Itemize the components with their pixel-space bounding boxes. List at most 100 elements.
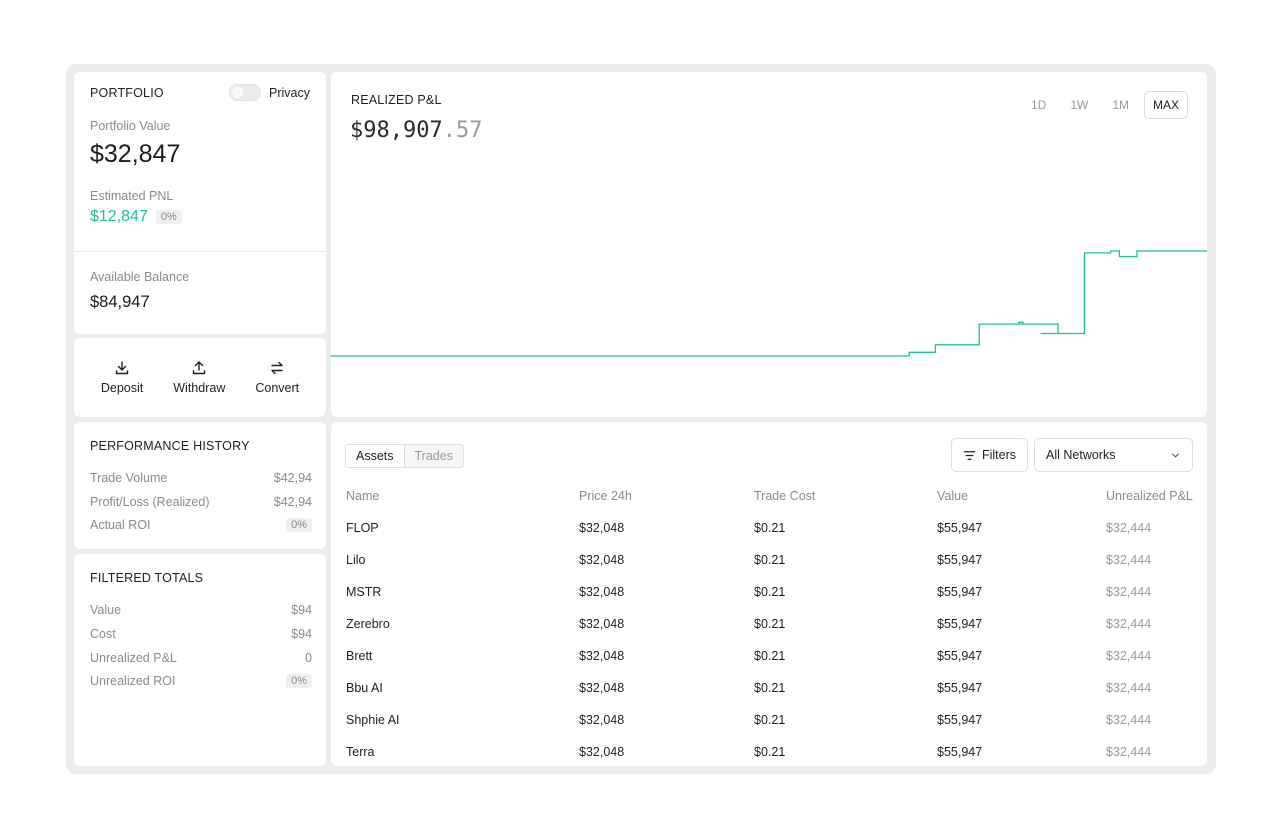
trade-volume-label: Trade Volume	[90, 471, 168, 485]
col-price-24h[interactable]: Price 24h	[579, 489, 632, 503]
portfolio-value: $32,847	[90, 140, 181, 168]
cell-name: Zerebro	[346, 617, 390, 631]
cell-name: MSTR	[346, 585, 382, 599]
cell-price-24h: $32,048	[579, 713, 625, 727]
portfolio-card: PORTFOLIO Privacy Portfolio Value $32,84…	[74, 72, 326, 334]
realized-pnl-title: REALIZED P&L	[351, 93, 442, 107]
convert-button[interactable]: Convert	[255, 360, 299, 417]
cell-trade-cost: $0.21	[754, 553, 786, 567]
table-row[interactable]: Lilo $32,048 $0.21 $55,947 $32,444	[346, 553, 1193, 573]
table-row[interactable]: Bbu AI $32,048 $0.21 $55,947 $32,444	[346, 681, 1193, 701]
range-1d[interactable]: 1D	[1030, 98, 1047, 112]
tab-trades[interactable]: Trades	[414, 449, 453, 463]
performance-history-card: PERFORMANCE HISTORY Trade Volume $42,94 …	[74, 422, 326, 549]
filters-button[interactable]: Filters	[951, 438, 1028, 472]
ft-value-label: Value	[90, 603, 122, 617]
col-unrealized-pl[interactable]: Unrealized P&L	[1106, 489, 1193, 503]
actual-roi-label: Actual ROI	[90, 518, 151, 532]
cell-trade-cost: $0.21	[754, 713, 786, 727]
privacy-label: Privacy	[269, 85, 310, 100]
upload-icon	[193, 361, 206, 375]
cell-unrealized-pl: $32,444	[1106, 585, 1152, 599]
table-row[interactable]: FLOP $32,048 $0.21 $55,947 $32,444	[346, 521, 1193, 541]
deposit-button[interactable]: Deposit	[101, 360, 143, 417]
ft-unrealized-roi-label: Unrealized ROI	[90, 674, 176, 688]
cell-unrealized-pl: $32,444	[1106, 745, 1152, 759]
cell-name: Lilo	[346, 553, 366, 567]
ft-value-value: $94	[291, 603, 312, 617]
cell-price-24h: $32,048	[579, 585, 625, 599]
available-balance-label: Available Balance	[90, 270, 190, 284]
realized-pnl-card: REALIZED P&L $98,907.57 1D 1W 1M MAX	[331, 72, 1207, 417]
cell-value: $55,947	[937, 681, 983, 695]
cell-unrealized-pl: $32,444	[1106, 649, 1152, 663]
cell-value: $55,947	[937, 617, 983, 631]
realized-pl-value: $42,94	[273, 495, 312, 509]
ft-cost-value: $94	[291, 627, 312, 641]
time-range-selector: 1D 1W 1M MAX	[1022, 91, 1188, 119]
range-1m[interactable]: 1M	[1112, 98, 1129, 112]
realized-pnl-decimal: .57	[442, 118, 483, 143]
cell-name: Shphie AI	[346, 713, 400, 727]
estimated-pnl-row: $12,847 0%	[90, 208, 182, 226]
trade-volume-value: $42,94	[273, 471, 312, 485]
ft-unrealized-pl-value: 0	[305, 651, 312, 665]
cell-value: $55,947	[937, 585, 983, 599]
col-value[interactable]: Value	[937, 489, 969, 503]
cell-trade-cost: $0.21	[754, 745, 786, 759]
ft-unrealized-roi-row: Unrealized ROI 0%	[90, 674, 312, 688]
table-row[interactable]: MSTR $32,048 $0.21 $55,947 $32,444	[346, 585, 1193, 605]
actual-roi-badge: 0%	[286, 518, 312, 532]
actions-card: Deposit Withdraw Convert	[74, 338, 326, 417]
deposit-label: Deposit	[100, 381, 144, 395]
filtered-totals-title: FILTERED TOTALS	[90, 571, 204, 585]
ft-unrealized-pl-label: Unrealized P&L	[90, 651, 177, 665]
cell-name: Terra	[346, 745, 375, 759]
col-name[interactable]: Name	[346, 489, 380, 503]
filters-label: Filters	[981, 448, 1017, 462]
performance-history-title: PERFORMANCE HISTORY	[90, 439, 250, 453]
table-row[interactable]: Shphie AI $32,048 $0.21 $55,947 $32,444	[346, 713, 1193, 733]
cell-unrealized-pl: $32,444	[1106, 713, 1152, 727]
network-selected-value: All Networks	[1046, 448, 1116, 462]
cell-unrealized-pl: $32,444	[1106, 553, 1152, 567]
realized-pl-label: Profit/Loss (Realized)	[90, 495, 210, 509]
cell-trade-cost: $0.21	[754, 521, 786, 535]
table-row[interactable]: Terra $32,048 $0.21 $55,947 $32,444	[346, 745, 1193, 765]
cell-value: $55,947	[937, 553, 983, 567]
cell-value: $55,947	[937, 521, 983, 535]
table-row[interactable]: Zerebro $32,048 $0.21 $55,947 $32,444	[346, 617, 1193, 637]
chevron-down-icon	[1172, 453, 1179, 457]
range-max[interactable]: MAX	[1143, 91, 1188, 119]
range-1w[interactable]: 1W	[1070, 98, 1089, 112]
download-icon	[115, 361, 129, 375]
ft-value-row: Value $94	[90, 603, 312, 617]
network-select[interactable]: All Networks	[1034, 438, 1193, 472]
cell-unrealized-pl: $32,444	[1106, 617, 1152, 631]
table-header: Name Price 24h Trade Cost Value Unrealiz…	[346, 489, 1193, 509]
cell-value: $55,947	[937, 713, 983, 727]
privacy-toggle-group: Privacy	[229, 84, 310, 101]
realized-pl-row: Profit/Loss (Realized) $42,94	[90, 495, 312, 509]
cell-unrealized-pl: $32,444	[1106, 681, 1152, 695]
cell-name: FLOP	[346, 521, 379, 535]
ft-unrealized-roi-badge: 0%	[286, 674, 312, 688]
cell-price-24h: $32,048	[579, 521, 625, 535]
ft-unrealized-pl-row: Unrealized P&L 0	[90, 651, 312, 665]
portfolio-title: PORTFOLIO	[90, 86, 164, 100]
privacy-toggle[interactable]	[229, 84, 262, 101]
col-trade-cost[interactable]: Trade Cost	[754, 489, 816, 503]
cell-trade-cost: $0.21	[754, 649, 786, 663]
cell-value: $55,947	[937, 745, 983, 759]
withdraw-button[interactable]: Withdraw	[173, 360, 225, 417]
tab-assets[interactable]: Assets	[346, 445, 405, 467]
cell-name: Brett	[346, 649, 373, 663]
divider	[74, 251, 326, 252]
cell-name: Bbu AI	[346, 681, 383, 695]
cell-trade-cost: $0.21	[754, 585, 786, 599]
realized-pnl-chart	[331, 250, 1207, 357]
table-tabs: Assets Trades	[345, 444, 464, 468]
swap-icon	[271, 361, 283, 375]
table-row[interactable]: Brett $32,048 $0.21 $55,947 $32,444	[346, 649, 1193, 669]
ft-cost-label: Cost	[90, 627, 116, 641]
